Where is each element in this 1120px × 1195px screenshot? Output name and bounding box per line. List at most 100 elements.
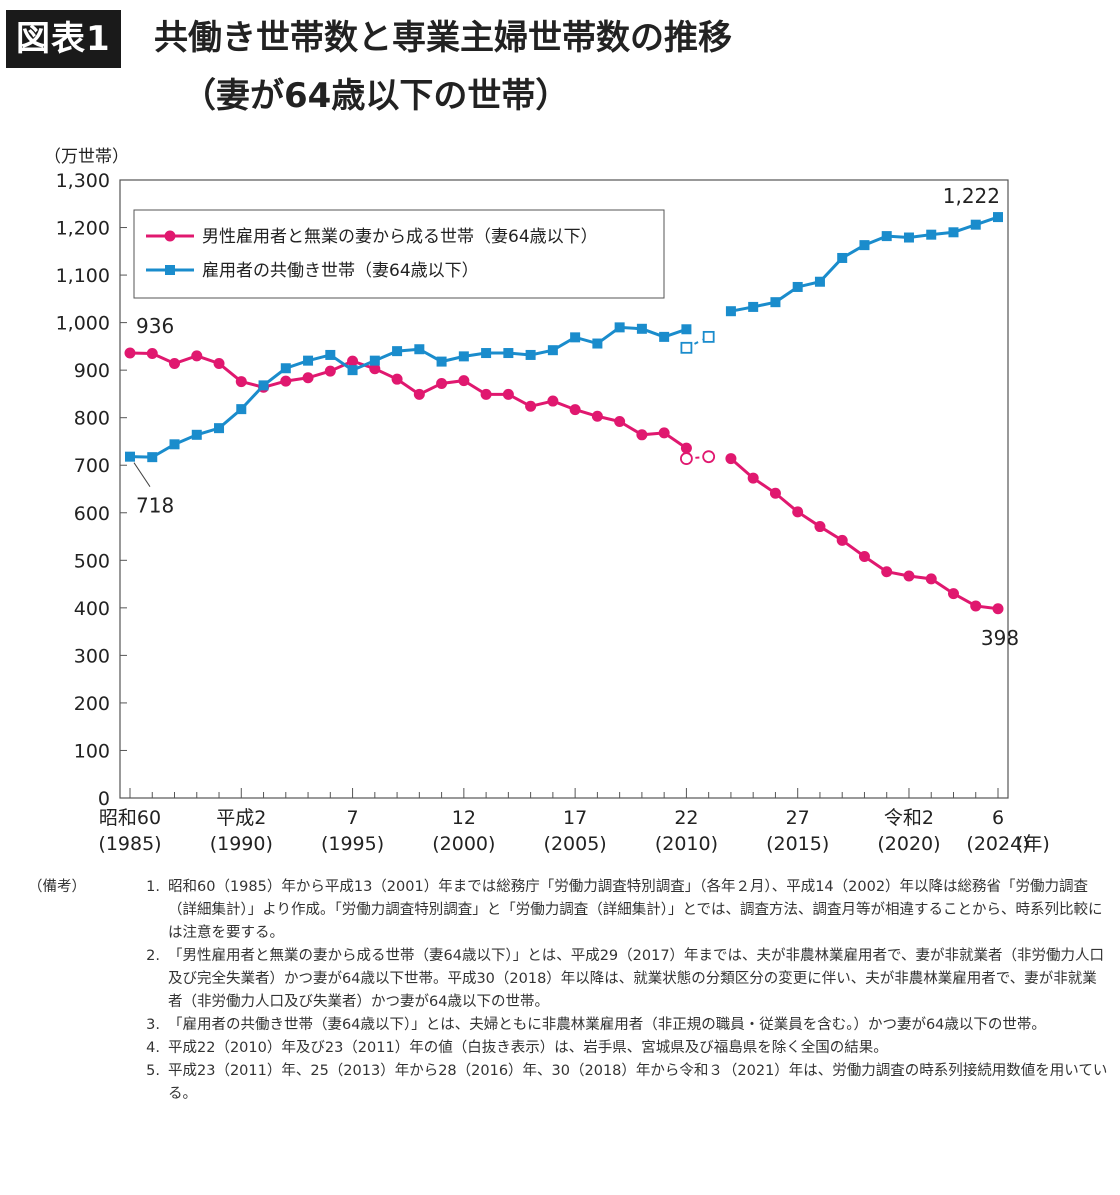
y-tick-label: 1,200 — [56, 218, 110, 240]
x-tick-label: 7 — [347, 807, 359, 829]
note-3: 3. 「雇用者の共働き世帯（妻64歳以下）」とは、夫婦ともに非農林業雇用者（非正… — [28, 1014, 1108, 1037]
data-point-square — [859, 240, 870, 251]
x-tick-label: 17 — [563, 807, 587, 829]
data-point-circle — [213, 357, 225, 369]
data-point-circle — [903, 570, 915, 582]
note-5: 5. 平成23（2011）年、25（2013）年から28（2016）年、30（2… — [28, 1060, 1108, 1106]
y-tick-label: 800 — [74, 408, 110, 430]
data-point-circle — [925, 573, 937, 585]
x-tick-label: 昭和60 — [99, 807, 161, 829]
data-point-square — [748, 301, 759, 312]
data-point-square — [258, 380, 269, 391]
chart-title: 共働き世帯数と専業主婦世帯数の推移 — [154, 18, 732, 58]
data-point-circle — [369, 363, 381, 375]
legend-marker-circle — [164, 230, 176, 242]
data-point-square — [169, 439, 180, 450]
y-tick-label: 1,100 — [56, 265, 110, 287]
note-text: 平成22（2010）年及び23（2011）年の値（白抜き表示）は、岩手県、宮城県… — [168, 1040, 888, 1056]
data-point-circle — [680, 442, 692, 454]
note-1: （備考） 1. 昭和60（1985）年から平成13（2001）年までは総務庁「労… — [28, 876, 1108, 945]
x-tick-label: (1990) — [210, 833, 273, 855]
data-point-square — [191, 429, 202, 440]
legend-label: 男性雇用者と無業の妻から成る世帯（妻64歳以下） — [202, 227, 598, 247]
data-point-square — [280, 363, 291, 374]
data-point-square — [702, 330, 715, 343]
data-point-square — [681, 324, 692, 335]
data-point-circle — [881, 566, 893, 578]
data-point-circle — [391, 373, 403, 385]
line-chart: （万世帯） 0 100 200 300 400 500 600 700 800 900 1,000 1,… — [44, 147, 1050, 855]
data-point-circle — [836, 534, 848, 546]
data-point-square — [125, 451, 135, 462]
y-tick-label: 500 — [74, 550, 110, 572]
data-point-square — [436, 356, 447, 367]
data-point-circle — [324, 365, 336, 377]
x-axis-unit: (年) — [1016, 833, 1050, 855]
note-text: 昭和60（1985）年から平成13（2001）年までは総務庁「労働力調査特別調査… — [168, 879, 1103, 941]
data-point-square — [414, 344, 425, 355]
x-tick-label: (1995) — [321, 833, 384, 855]
label-leader-line — [133, 462, 151, 487]
note-2: 2. 「男性雇用者と無業の妻から成る世帯（妻64歳以下）」とは、平成29（201… — [28, 945, 1108, 1014]
x-tick-label: (2024) — [966, 833, 1029, 855]
data-point-square — [458, 351, 469, 362]
y-tick-label: 300 — [74, 645, 110, 667]
data-point-circle — [302, 372, 314, 384]
x-tick-label: 27 — [786, 807, 810, 829]
x-tick-label: (1985) — [98, 833, 161, 855]
data-point-circle — [169, 357, 181, 369]
series-line-1 — [729, 457, 999, 611]
data-point-circle — [191, 350, 203, 362]
data-point-square — [214, 423, 225, 434]
y-axis-label: （万世帯） — [44, 147, 129, 167]
note-number: 2. — [146, 948, 160, 964]
note-number: 4. — [146, 1040, 160, 1056]
data-point-circle — [814, 521, 826, 533]
x-tick-label: 令和2 — [884, 807, 934, 829]
y-tick-label: 200 — [74, 693, 110, 715]
data-point-circle — [525, 400, 537, 412]
data-point-square — [659, 331, 670, 342]
data-point-square — [347, 365, 358, 376]
data-point-square — [369, 355, 380, 366]
data-point-square — [392, 346, 403, 357]
data-point-square — [303, 355, 314, 366]
data-point-square — [725, 306, 736, 317]
series-line-2 — [129, 325, 687, 459]
legend-label: 雇用者の共働き世帯（妻64歳以下） — [202, 261, 479, 281]
data-point-circle — [702, 450, 716, 464]
x-tick-label: (2010) — [655, 833, 718, 855]
x-tick-label: 22 — [674, 807, 698, 829]
data-point-circle — [480, 388, 492, 400]
x-tick-label: 6 — [992, 807, 1004, 829]
legend-marker-square — [165, 265, 175, 275]
note-text: 「男性雇用者と無業の妻から成る世帯（妻64歳以下）」とは、平成29（2017）年… — [168, 948, 1104, 1010]
data-point-square — [948, 227, 959, 238]
data-point-circle — [992, 603, 1004, 615]
data-label: 398 — [981, 626, 1019, 650]
data-label: 1,222 — [943, 184, 1000, 208]
series-line-1 — [129, 351, 688, 450]
note-text: 平成23（2011）年、25（2013）年から28（2016）年、30（2018… — [168, 1063, 1108, 1102]
data-point-square — [592, 338, 603, 349]
data-point-circle — [502, 388, 514, 400]
data-point-square — [481, 348, 492, 359]
data-point-square — [570, 332, 581, 343]
data-label: 718 — [136, 494, 174, 518]
data-point-square — [236, 404, 247, 415]
data-point-square — [903, 232, 914, 243]
data-point-square — [993, 212, 1003, 223]
data-point-square — [837, 252, 848, 263]
figure-badge: 図表1 — [6, 10, 121, 68]
note-text: 「雇用者の共働き世帯（妻64歳以下）」とは、夫婦ともに非農林業雇用者（非正規の職… — [168, 1017, 1046, 1033]
data-point-circle — [747, 472, 759, 484]
chart-subtitle: （妻が64歳以下の世帯） — [182, 76, 570, 116]
data-point-circle — [347, 355, 359, 367]
data-point-circle — [792, 506, 804, 518]
data-point-circle — [591, 410, 603, 422]
plot-frame — [119, 179, 1009, 799]
notes-head: （備考） — [28, 879, 86, 895]
data-point-circle — [569, 404, 581, 416]
data-point-square — [147, 452, 158, 463]
data-point-square — [614, 322, 625, 333]
